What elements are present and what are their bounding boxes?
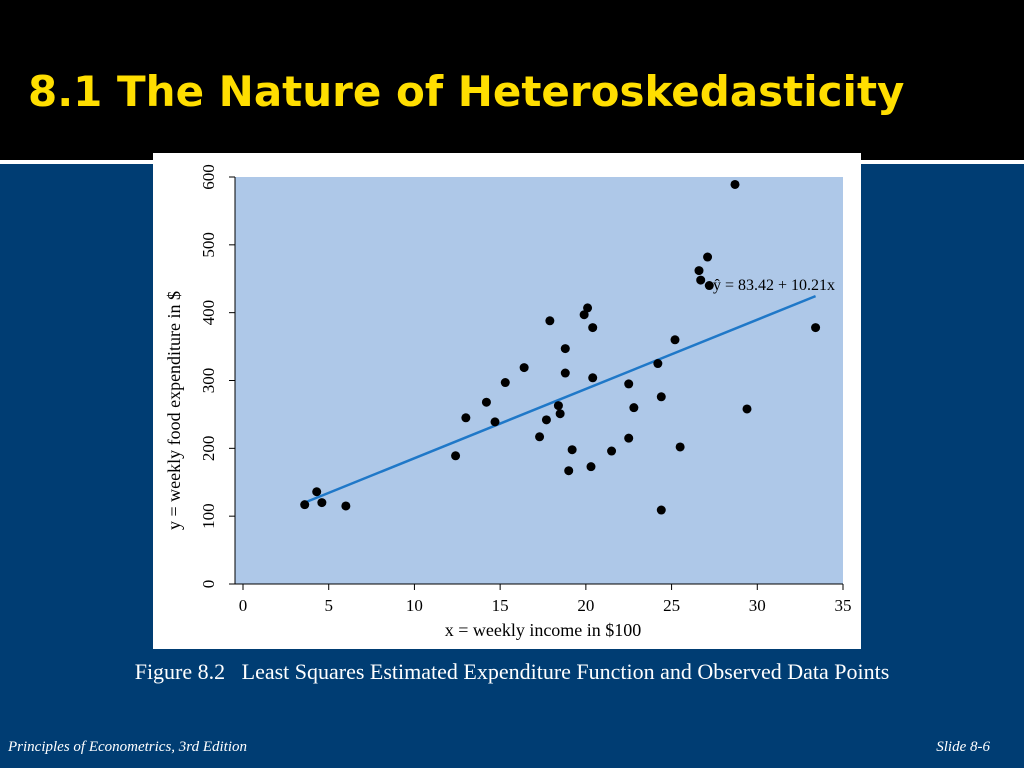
data-point: [583, 303, 593, 313]
data-point: [656, 505, 666, 515]
data-point: [588, 323, 598, 333]
figure-caption: Figure 8.2 Least Squares Estimated Expen…: [135, 659, 890, 684]
data-point: [560, 344, 570, 354]
fit-line: [305, 294, 817, 504]
data-point: [560, 368, 570, 378]
x-tick-label: 0: [239, 596, 248, 615]
data-point: [451, 451, 461, 461]
data-point: [564, 466, 574, 476]
data-point: [607, 446, 617, 456]
x-tick-label: 5: [324, 596, 333, 615]
data-point: [694, 266, 704, 276]
plot-area: [235, 177, 843, 584]
y-tick-label: 0: [199, 580, 218, 589]
y-tick-label: 200: [199, 436, 218, 462]
y-tick-label: 100: [199, 503, 218, 529]
footer-left: Principles of Econometrics, 3rd Edition: [7, 739, 247, 755]
data-point: [317, 498, 327, 508]
footer-right: Slide 8-6: [936, 739, 990, 755]
y-tick-label: 600: [199, 164, 218, 190]
data-point: [567, 445, 577, 455]
data-point: [535, 432, 545, 442]
data-point: [704, 281, 714, 291]
x-tick-label: 10: [406, 596, 423, 615]
x-axis-label: x = weekly income in $100: [445, 620, 642, 640]
y-tick-label: 300: [199, 368, 218, 394]
data-point: [541, 415, 551, 425]
y-tick-label: 400: [199, 300, 218, 326]
data-point: [624, 379, 634, 389]
data-point: [341, 501, 351, 511]
data-point: [555, 409, 565, 419]
y-axis-label: y = weekly food expenditure in $: [164, 291, 184, 530]
data-point: [653, 359, 663, 369]
data-point: [500, 378, 510, 388]
data-point: [656, 392, 666, 402]
x-tick-label: 35: [835, 596, 852, 615]
x-tick-label: 20: [577, 596, 594, 615]
data-point: [811, 323, 821, 333]
x-tick-label: 25: [663, 596, 680, 615]
data-point: [545, 316, 555, 326]
data-point: [696, 275, 706, 285]
data-point: [312, 487, 322, 497]
data-point: [490, 417, 500, 427]
y-tick-label: 500: [199, 232, 218, 257]
title-bar: [0, 0, 1024, 160]
data-point: [703, 252, 713, 262]
data-point: [675, 442, 685, 452]
data-point: [519, 363, 529, 373]
chart: 0 5 10 15 20 25 30 35 0 100 200 300 400 500 600 x = wee…: [164, 164, 852, 640]
data-point: [629, 403, 639, 413]
data-point: [588, 373, 598, 383]
data-point: [624, 433, 634, 443]
x-tick-label: 30: [749, 596, 766, 615]
x-tick-label: 15: [492, 596, 509, 615]
data-point: [481, 397, 491, 407]
data-point: [742, 404, 752, 414]
data-point: [461, 413, 471, 423]
data-point: [730, 179, 740, 189]
data-point: [670, 335, 680, 345]
fit-annotation: ŷ = 83.42 + 10.21x: [713, 277, 835, 294]
data-point: [553, 401, 563, 411]
data-point: [586, 462, 596, 472]
slide-title: 8.1 The Nature of Heteroskedasticity: [28, 67, 904, 116]
data-point: [300, 500, 310, 510]
data-point: [579, 310, 589, 320]
